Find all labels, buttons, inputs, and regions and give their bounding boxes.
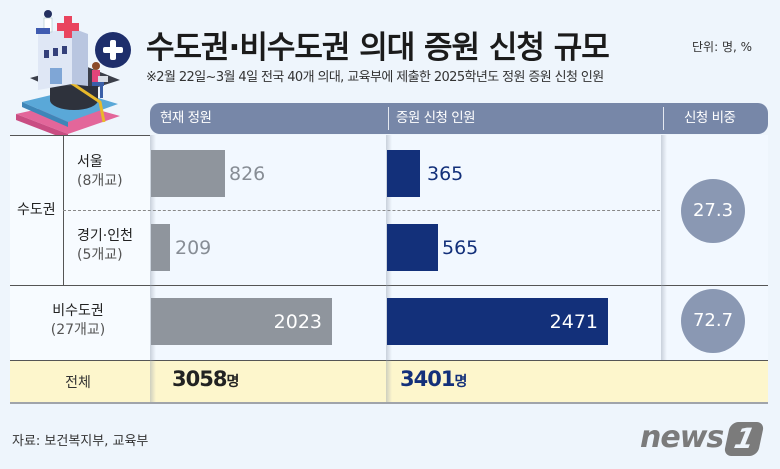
total-requested: 3401명 [400,367,467,391]
value-requested-noncapital: 2471 [549,311,598,333]
total-current: 3058명 [172,367,239,391]
chart-title: 수도권·비수도권 의대 증원 신청 규모 [146,30,610,66]
row-sublabel-noncapital: (27개교) [50,322,106,338]
column-header-current: 현재 정원 [160,110,212,126]
value-current-seoul: 826 [229,163,266,185]
row-label-noncapital: 비수도권 [52,303,104,319]
share-circle-capital: 27.3 [681,179,745,243]
bar-current-seoul [151,150,225,197]
value-requested-gyeonggi: 565 [442,237,479,259]
header-divider [663,107,664,130]
row-divider [10,360,768,361]
bottom-rule [10,402,768,404]
unit-label: 단위: 명, % [692,40,753,54]
top-rule [10,135,150,136]
header-divider [388,107,389,130]
row-sublabel-seoul: (8개교) [77,173,123,189]
total-requested-unit: 명 [454,374,467,390]
share-circle-noncapital: 72.7 [681,289,745,353]
bar-requested-noncapital [387,298,608,345]
column-header-share: 신청 비중 [684,110,736,126]
column-separator [661,135,667,360]
news1-logo: news 1 [640,420,765,456]
value-requested-seoul: 365 [427,163,464,185]
chart-subtitle: ※2월 22일~3월 4일 전국 40개 의대, 교육부에 제출한 2025학년… [146,70,604,85]
medical-school-illustration [8,6,128,144]
total-current-value: 3058 [172,367,227,391]
bar-current-gyeonggi [151,224,170,271]
bar-requested-gyeonggi [387,224,438,271]
row-label-seoul: 서울 [77,154,103,170]
total-row [10,361,768,402]
value-current-gyeonggi: 209 [175,237,212,259]
bar-requested-seoul [387,150,420,197]
column-header-bar: 현재 정원 증원 신청 인원 신청 비중 [150,103,768,134]
total-current-unit: 명 [226,374,239,390]
group-label-capital: 수도권 [17,202,56,218]
plus-icon [95,32,131,68]
value-current-noncapital: 2023 [273,311,322,333]
total-requested-value: 3401 [400,367,455,391]
logo-mark-icon: 1 [723,421,765,456]
total-label: 전체 [65,375,91,391]
label-column [10,135,150,360]
logo-text: news [640,420,724,455]
column-header-requested: 증원 신청 인원 [396,110,476,126]
row-sublabel-gyeonggi: (5개교) [77,247,123,263]
row-divider [10,285,768,286]
source-note: 자료: 보건복지부, 교육부 [12,434,149,449]
dashed-divider [63,210,660,211]
row-label-gyeonggi: 경기·인천 [77,228,133,244]
bar-current-noncapital [151,298,332,345]
